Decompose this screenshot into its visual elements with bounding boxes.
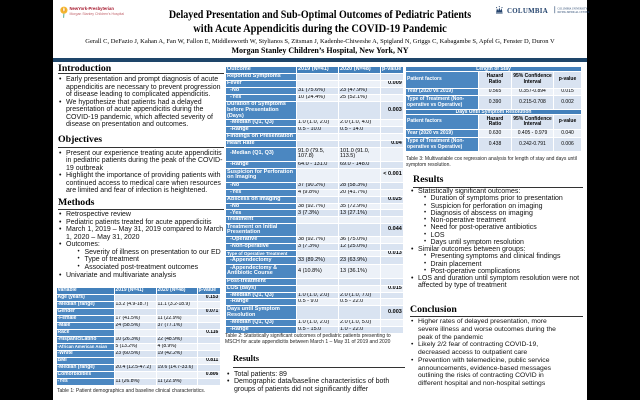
svg-text:IRVING MEDICAL CENTER: IRVING MEDICAL CENTER <box>558 11 590 14</box>
svg-text:COLUMBIA: COLUMBIA <box>507 8 548 15</box>
svg-text:COLUMBIA UNIVERSITY: COLUMBIA UNIVERSITY <box>558 8 588 11</box>
